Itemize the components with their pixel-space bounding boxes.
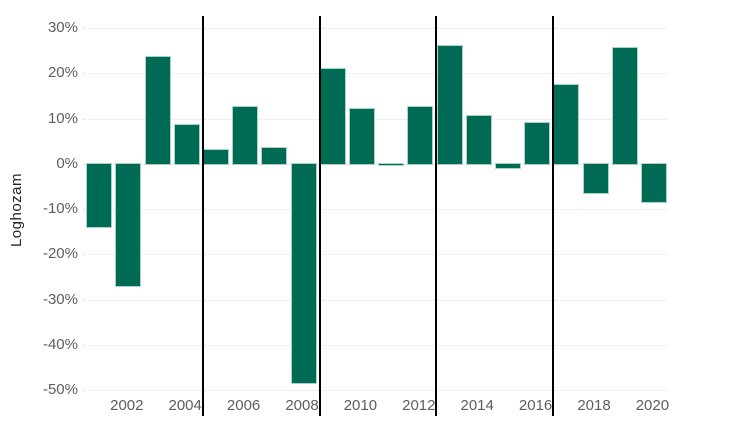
bar-2019[interactable] [612, 48, 637, 164]
bar-2012[interactable] [408, 107, 433, 164]
gridline-10 [83, 118, 667, 120]
bar-2015[interactable] [495, 163, 520, 169]
bar-2009[interactable] [320, 68, 345, 164]
bar-2003[interactable] [145, 57, 170, 164]
bar-2016[interactable] [525, 123, 550, 164]
x-tick-label-2014: 2014 [460, 397, 494, 414]
gridline--10 [83, 209, 667, 210]
gridline--20 [83, 254, 667, 256]
separator-line-after-2016 [552, 16, 555, 416]
bar-2002[interactable] [116, 163, 141, 286]
x-tick-label-2010: 2010 [343, 397, 378, 414]
gridline--30 [83, 299, 667, 301]
x-tick-label-2006: 2006 [226, 397, 261, 414]
bar-2010[interactable] [349, 109, 374, 164]
bar-2006[interactable] [233, 107, 258, 164]
bar-2020[interactable] [641, 163, 666, 203]
gridline--40 [83, 344, 667, 346]
y-tick-label-0: 0% [56, 154, 78, 172]
y-tick-label--30: -30% [42, 290, 78, 308]
y-tick-label-20: 20% [47, 64, 78, 82]
bar-2013[interactable] [437, 46, 462, 164]
gridline-0 [83, 163, 667, 165]
y-tick-label-30: 30% [47, 19, 78, 36]
gridline-30 [83, 28, 667, 29]
gridline-20 [83, 73, 667, 75]
bar-2011[interactable] [379, 163, 404, 166]
y-tick-label--20: -20% [42, 245, 78, 263]
x-tick-label-2012: 2012 [402, 397, 436, 414]
bar-2005[interactable] [203, 150, 228, 164]
y-axis-title: Loghozam [8, 172, 25, 248]
separator-line-after-2008 [318, 16, 321, 416]
bar-2018[interactable] [583, 163, 608, 194]
separator-line-after-2012 [435, 16, 438, 416]
y-tick-label--40: -40% [42, 335, 78, 353]
x-tick-label-2008: 2008 [285, 397, 319, 414]
bar-2017[interactable] [554, 84, 579, 164]
bar-2008[interactable] [291, 163, 316, 384]
bar-2001[interactable] [87, 163, 112, 228]
y-tick-label-10: 10% [47, 109, 78, 127]
x-tick-label-2016: 2016 [518, 397, 553, 414]
x-tick-label-2002: 2002 [110, 397, 144, 414]
bar-2014[interactable] [466, 116, 491, 164]
bar-2007[interactable] [262, 147, 287, 164]
x-tick-label-2004: 2004 [168, 397, 202, 414]
x-tick-label-2018: 2018 [577, 397, 611, 414]
y-tick-label--10: -10% [42, 200, 78, 217]
x-tick-label-2020: 2020 [635, 397, 670, 414]
bar-2004[interactable] [174, 125, 199, 164]
gridline--50 [83, 390, 667, 391]
y-tick-label--50: -50% [42, 381, 78, 398]
separator-line-after-2004 [201, 16, 204, 416]
